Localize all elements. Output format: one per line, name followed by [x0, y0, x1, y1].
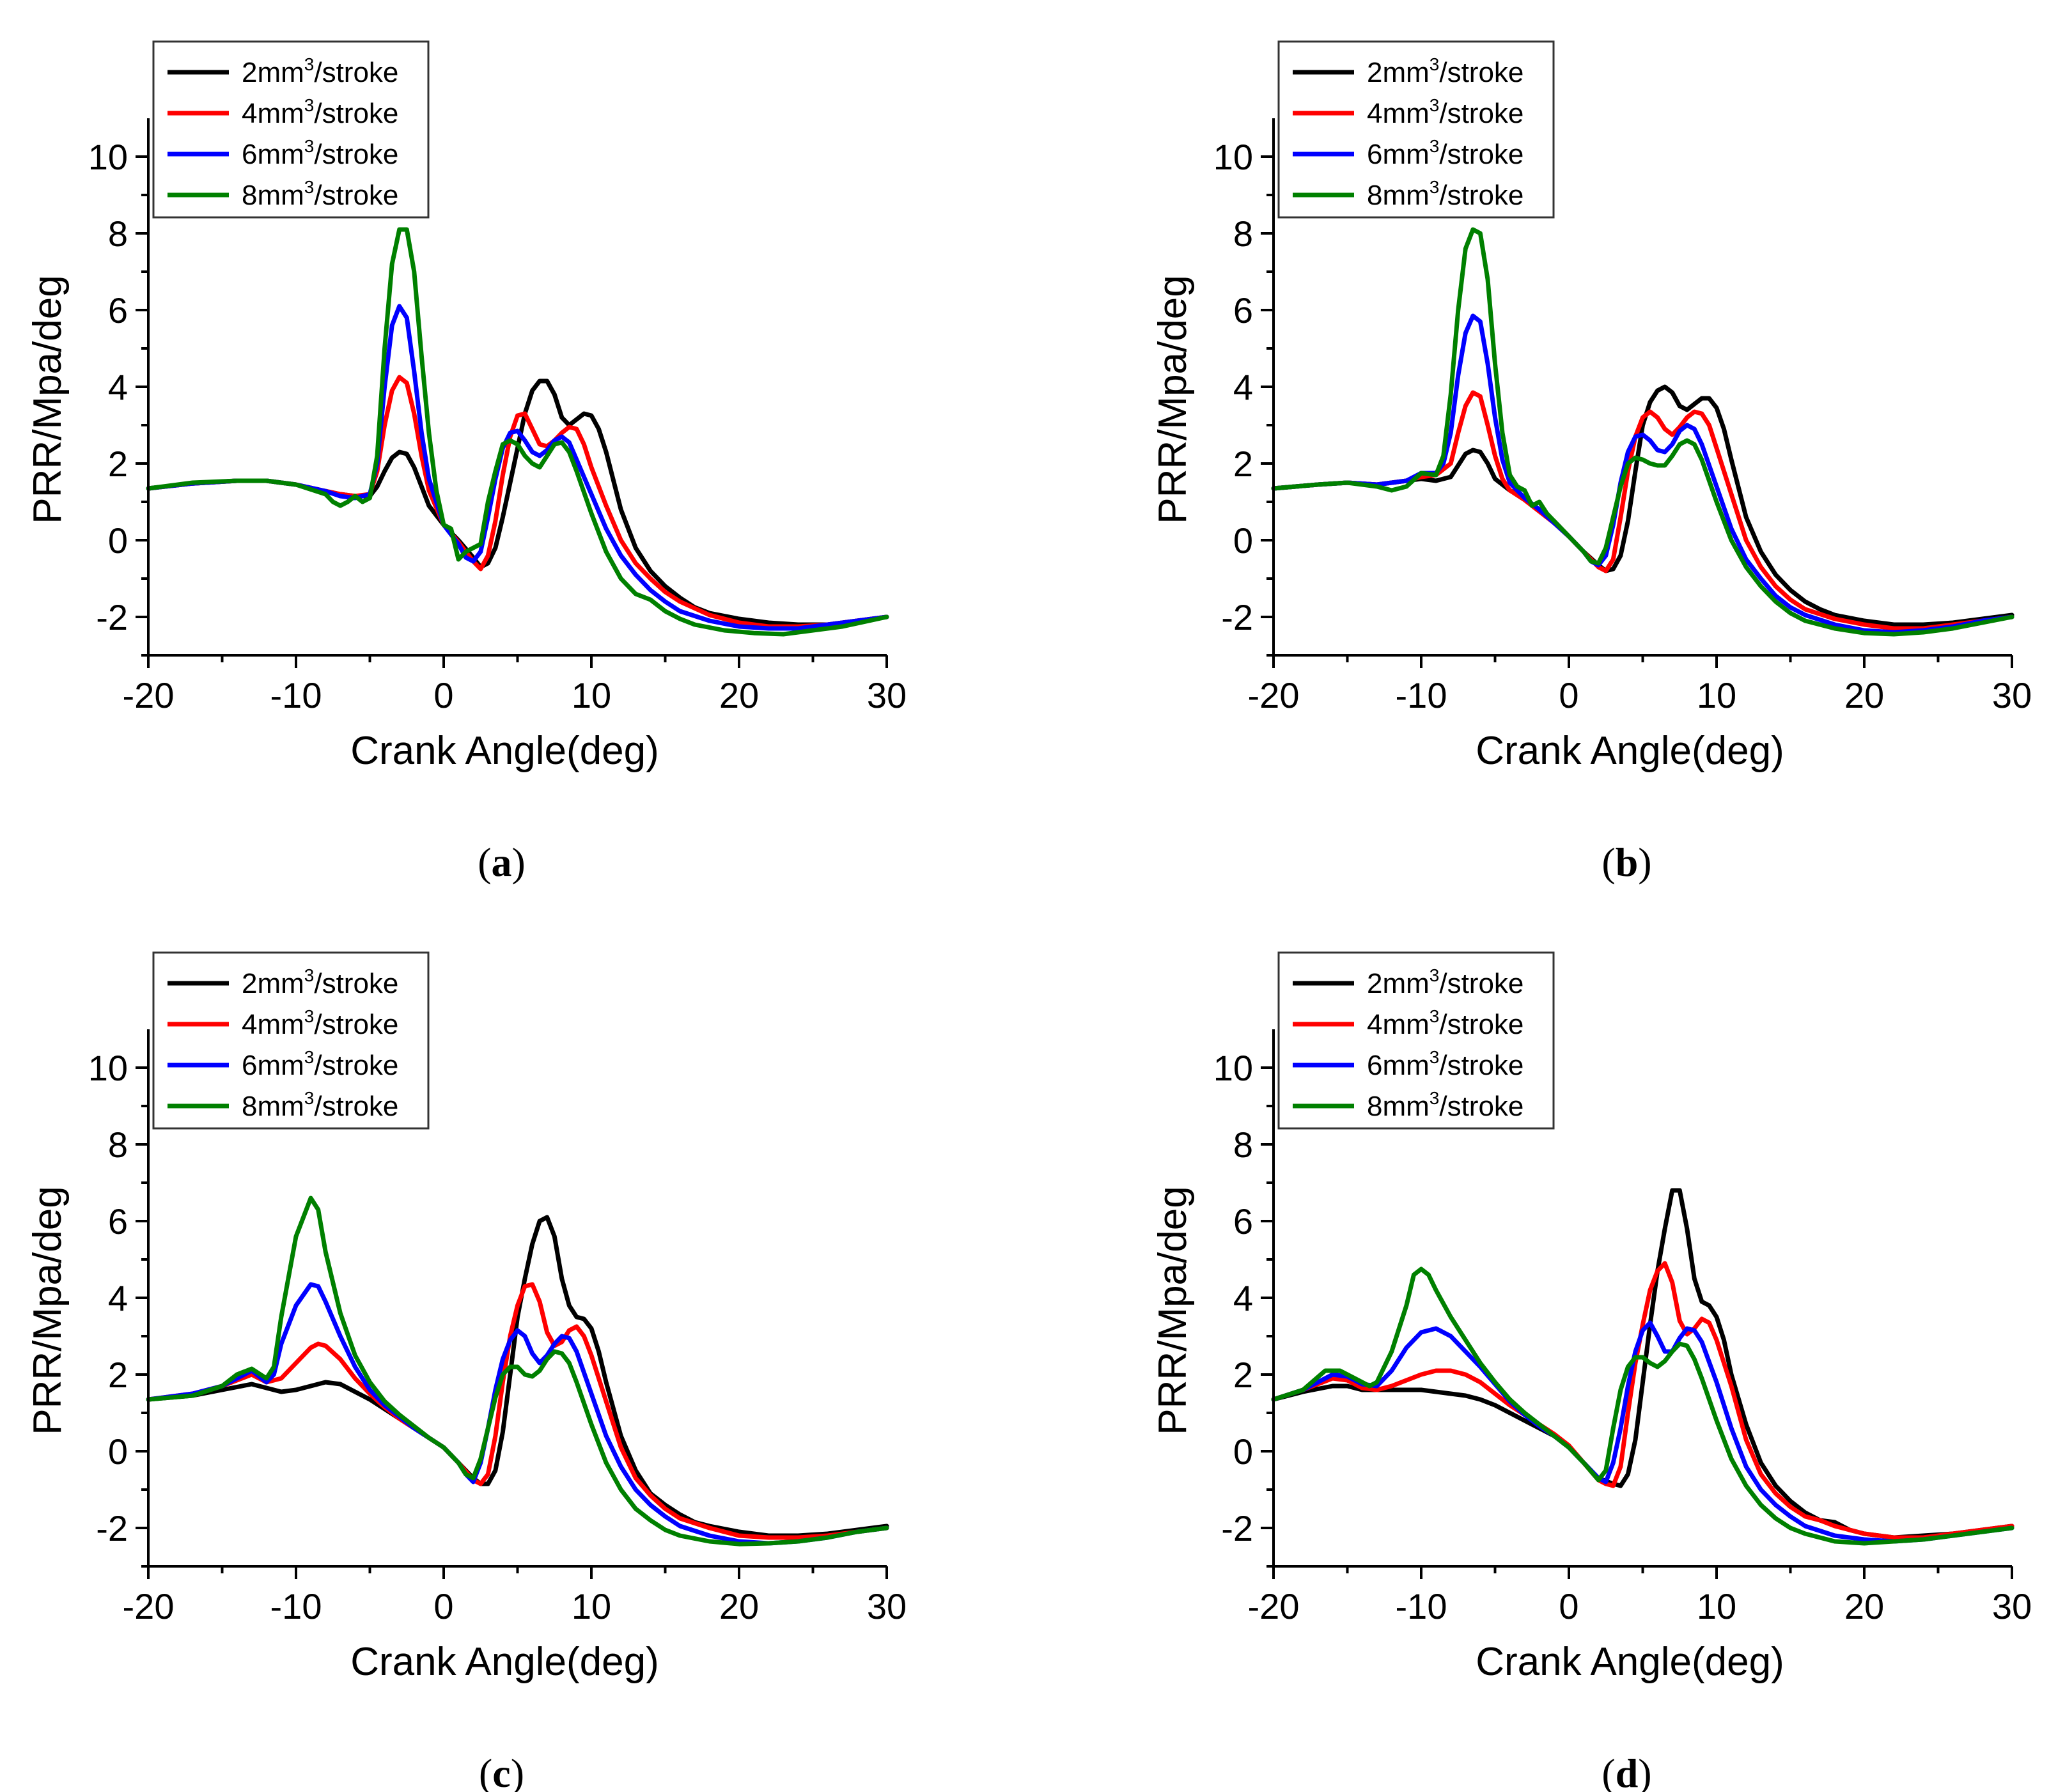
- y-tick-label: 8: [1233, 214, 1253, 254]
- x-axis-title: Crank Angle(deg): [350, 729, 659, 773]
- y-tick-label: -2: [1221, 597, 1253, 637]
- y-tick-label: 8: [108, 1125, 128, 1165]
- series-line-2: [146, 375, 889, 629]
- panel-label: (c): [479, 1750, 524, 1792]
- x-axis-title: Crank Angle(deg): [1476, 729, 1784, 773]
- y-axis-title: PRR/Mpa/deg: [1151, 275, 1195, 524]
- y-tick-label: 2: [108, 1355, 128, 1395]
- x-axis-title: Crank Angle(deg): [1476, 1640, 1784, 1684]
- x-tick-label: 0: [433, 675, 453, 715]
- x-tick-label: -10: [270, 675, 322, 715]
- x-tick-label: 0: [433, 1586, 453, 1626]
- series-line-1: [1271, 384, 2014, 627]
- legend-label-1: 2mm3/stroke: [242, 965, 398, 999]
- y-tick-label: -2: [1221, 1508, 1253, 1548]
- y-tick-label: -2: [96, 597, 128, 637]
- x-tick-label: 20: [1844, 675, 1884, 715]
- legend-label-4: 8mm3/stroke: [1367, 177, 1523, 211]
- x-axis-title: Crank Angle(deg): [350, 1640, 659, 1684]
- y-tick-label: 0: [1233, 520, 1253, 561]
- legend-label-4: 8mm3/stroke: [242, 177, 398, 211]
- legend-label-1: 2mm3/stroke: [1367, 965, 1523, 999]
- series-line-4: [146, 227, 889, 637]
- panel-label: (b): [1601, 839, 1651, 885]
- legend-label-2: 4mm3/stroke: [1367, 95, 1523, 129]
- legend-label-2: 4mm3/stroke: [242, 1006, 398, 1040]
- x-tick-label: -20: [123, 1586, 175, 1626]
- series-line-2: [1271, 390, 2014, 631]
- y-tick-label: 10: [1213, 137, 1253, 177]
- legend-label-4: 8mm3/stroke: [242, 1088, 398, 1122]
- legend-label-3: 6mm3/stroke: [1367, 1047, 1523, 1081]
- x-tick-label: -10: [1396, 1586, 1447, 1626]
- y-tick-label: 8: [108, 214, 128, 254]
- x-tick-label: 20: [719, 675, 759, 715]
- y-tick-label: 0: [108, 520, 128, 561]
- x-tick-label: 10: [572, 1586, 611, 1626]
- series-line-3: [1271, 313, 2014, 635]
- x-tick-label: 30: [1992, 1586, 2032, 1626]
- y-tick-label: 4: [1233, 1278, 1253, 1318]
- x-tick-label: -20: [1248, 675, 1300, 715]
- x-tick-label: 20: [1844, 1586, 1884, 1626]
- y-tick-label: 2: [1233, 444, 1253, 484]
- series-line-4: [1271, 227, 2014, 637]
- y-tick-label: 10: [88, 137, 128, 177]
- legend-label-3: 6mm3/stroke: [1367, 136, 1523, 170]
- x-tick-label: 30: [867, 675, 907, 715]
- x-tick-label: 10: [1697, 675, 1736, 715]
- x-tick-label: 30: [1992, 675, 2032, 715]
- x-tick-label: -10: [1396, 675, 1447, 715]
- x-tick-label: 0: [1559, 675, 1578, 715]
- legend-label-3: 6mm3/stroke: [242, 1047, 398, 1081]
- legend-box: [1277, 40, 1555, 219]
- y-tick-label: 10: [88, 1048, 128, 1088]
- x-tick-label: 10: [572, 675, 611, 715]
- y-tick-label: 10: [1213, 1048, 1253, 1088]
- x-tick-label: 10: [1697, 1586, 1736, 1626]
- y-tick-label: 2: [1233, 1355, 1253, 1395]
- y-tick-label: 4: [108, 1278, 128, 1318]
- y-tick-label: 6: [108, 290, 128, 331]
- y-axis-title: PRR/Mpa/deg: [26, 1186, 70, 1435]
- y-tick-label: 4: [1233, 367, 1253, 407]
- series-line-2: [146, 1282, 889, 1540]
- x-tick-label: -10: [270, 1586, 322, 1626]
- x-tick-label: 0: [1559, 1586, 1578, 1626]
- y-tick-label: 6: [1233, 290, 1253, 331]
- legend-label-4: 8mm3/stroke: [1367, 1088, 1523, 1122]
- y-tick-label: 6: [1233, 1201, 1253, 1242]
- series-line-3: [1271, 1320, 2014, 1544]
- y-axis-title: PRR/Mpa/deg: [1151, 1186, 1195, 1435]
- legend-label-3: 6mm3/stroke: [242, 136, 398, 170]
- series-line-2: [1271, 1261, 2014, 1540]
- x-tick-label: 30: [867, 1586, 907, 1626]
- y-tick-label: -2: [96, 1508, 128, 1548]
- y-tick-label: 4: [108, 367, 128, 407]
- series-line-3: [146, 304, 889, 631]
- series-line-4: [146, 1196, 889, 1547]
- legend-label-2: 4mm3/stroke: [1367, 1006, 1523, 1040]
- x-tick-label: -20: [1248, 1586, 1300, 1626]
- y-tick-label: 6: [108, 1201, 128, 1242]
- series-line-4: [1271, 1266, 2014, 1546]
- panel-label: (a): [478, 839, 526, 885]
- y-axis-title: PRR/Mpa/deg: [26, 275, 70, 524]
- y-tick-label: 0: [1233, 1431, 1253, 1472]
- legend-label-2: 4mm3/stroke: [242, 95, 398, 129]
- y-tick-label: 0: [108, 1431, 128, 1472]
- x-tick-label: -20: [123, 675, 175, 715]
- y-tick-label: 2: [108, 444, 128, 484]
- x-tick-label: 20: [719, 1586, 759, 1626]
- legend-label-1: 2mm3/stroke: [1367, 54, 1523, 88]
- series-line-3: [146, 1282, 889, 1546]
- panel-label: (d): [1601, 1750, 1651, 1792]
- legend-label-1: 2mm3/stroke: [242, 54, 398, 88]
- y-tick-label: 8: [1233, 1125, 1253, 1165]
